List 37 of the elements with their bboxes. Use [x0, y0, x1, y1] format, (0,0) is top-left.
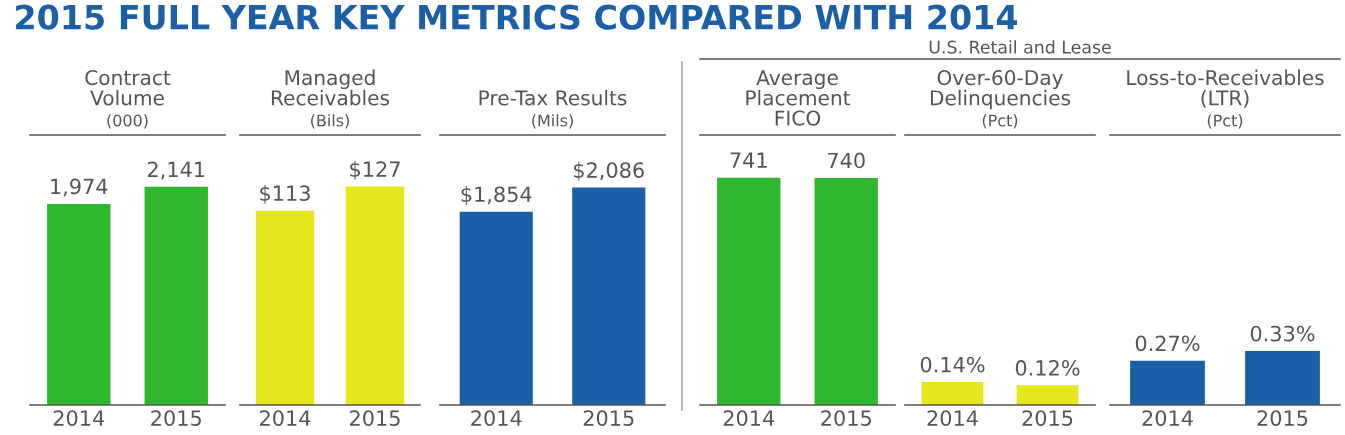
chart-title: Over-60-Day Delinquencies [930, 69, 1071, 110]
x-tick-label: 2014 [927, 410, 978, 426]
data-label: $2,086 [574, 161, 644, 181]
x-tick-label: 2014 [1142, 410, 1193, 426]
x-tick-label: 2015 [821, 410, 871, 426]
text: U.S. Retail and Lease [929, 40, 1111, 54]
data-label: $1,854 [461, 186, 532, 205]
data-label: 0.12% [1015, 360, 1080, 376]
chart-subtitle: (Mils) [532, 114, 573, 129]
x-tick-label: 2015 [583, 410, 634, 426]
x-tick-label: 2015 [1257, 410, 1308, 426]
chart-title: Contract Volume [85, 69, 171, 106]
chart-title: Pre-Tax Results [479, 89, 627, 106]
chart-subtitle: (000) [107, 114, 148, 129]
data-label: 0.14% [920, 356, 985, 373]
x-tick-label: 2014 [260, 410, 311, 426]
x-tick-label: 2015 [151, 410, 201, 426]
data-label: 0.33% [1250, 325, 1315, 342]
data-label: 741 [730, 152, 767, 168]
chart-subtitle: (Bils) [311, 114, 349, 129]
x-tick-label: 2014 [723, 410, 775, 426]
data-label: 2,141 [147, 161, 205, 180]
x-tick-label: 2015 [350, 410, 400, 426]
chart-subtitle: (Pct) [1207, 114, 1243, 129]
data-label: 0.27% [1135, 335, 1200, 352]
data-label: $127 [350, 160, 400, 180]
data-label: $113 [260, 184, 310, 204]
x-tick-label: 2015 [1022, 410, 1073, 426]
chart-subtitle: (Pct) [982, 114, 1018, 129]
chart-title: Average Placement FICO [746, 70, 851, 126]
chart-title: Loss-to-Receivables (LTR) [1127, 69, 1324, 108]
x-tick-label: 2014 [471, 410, 522, 426]
text: 2015 FULL YEAR KEY METRICS COMPARED WITH 2014 [16, 4, 1018, 30]
chart-title: Managed Receivables [271, 69, 390, 106]
data-label: 740 [828, 152, 865, 169]
x-tick-label: 2014 [53, 410, 105, 426]
data-label: 1,974 [51, 178, 108, 197]
